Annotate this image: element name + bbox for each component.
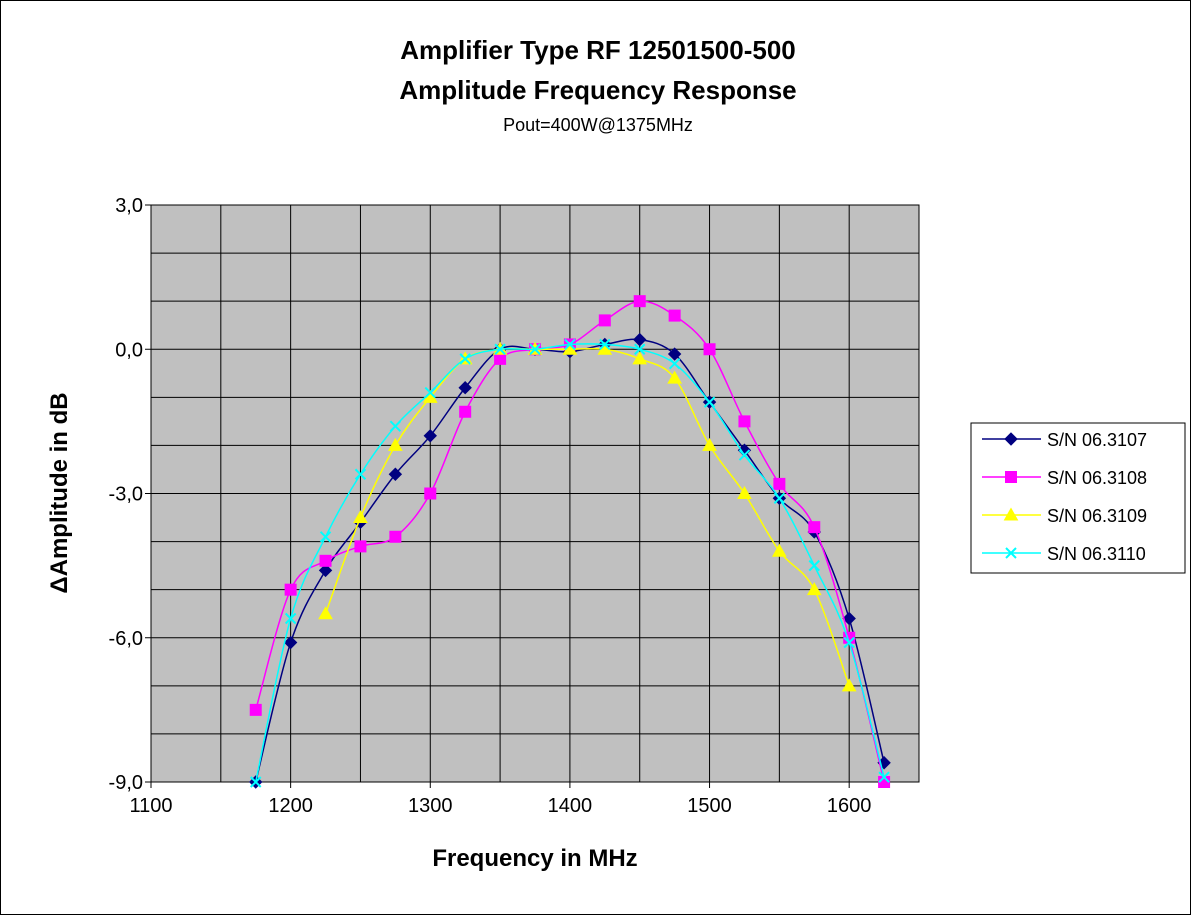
series-group [249,295,891,789]
legend-label: S/N 06.3109 [1047,506,1147,526]
y-tick-label: -6,0 [109,628,143,650]
data-point [841,678,857,692]
y-axis-label: ΔAmplitude in dB [46,392,73,593]
data-point [599,338,611,351]
data-point [737,485,752,499]
data-point [318,563,333,578]
data-point [283,635,298,650]
data-point [633,295,646,308]
data-point [703,343,716,356]
series-line [324,347,850,687]
data-point [529,343,541,355]
data-point [389,420,402,432]
data-point [667,370,682,384]
data-point [808,521,821,534]
x-tick-label: 1500 [687,795,732,817]
chart-title-line2: Amplitude Frequency Response [399,75,796,105]
data-point [459,405,472,418]
legend-marker [1003,507,1019,521]
y-tick-label: -3,0 [109,484,143,506]
data-point [632,351,648,365]
y-tick-label: 0,0 [115,339,143,361]
data-point [424,386,436,399]
data-point [249,703,262,716]
data-point [598,314,611,327]
data-point [319,531,332,543]
data-point [703,396,716,408]
x-tick-label: 1200 [268,795,313,817]
x-axis-label: Frequency in MHz [432,845,637,872]
data-point [250,776,262,788]
x-tick-label: 1600 [827,795,872,817]
data-point [388,437,403,451]
series-4 [250,338,890,788]
x-tick-label: 1400 [548,795,593,817]
data-point [494,343,506,355]
data-point [773,477,786,490]
data-point [667,347,682,361]
chart-subtitle: Pout=400W@1375MHz [503,115,693,135]
data-point [423,429,437,443]
data-point [806,582,822,596]
data-point [668,309,681,322]
data-point [668,357,681,370]
data-point [319,554,332,567]
x-tick-label: 1100 [129,795,172,817]
data-point [424,487,437,500]
data-point [633,332,647,347]
legend-label: S/N 06.3107 [1047,430,1147,450]
data-point [354,468,367,480]
data-point [284,612,297,625]
legend-entry: S/N 06.3108 [982,468,1147,488]
chart-title: Amplifier Type RF 12501500-500 [400,35,795,65]
data-point [389,530,402,543]
data-point [284,583,297,596]
data-point [878,771,890,783]
legend-label: S/N 06.3108 [1047,468,1147,488]
legend-marker [1005,547,1017,559]
data-point [459,353,471,365]
legend-entry: S/N 06.3110 [982,544,1146,564]
legend-label: S/N 06.3110 [1047,544,1146,564]
legend-marker [1004,432,1018,446]
data-point [353,510,368,524]
legend-marker [1005,471,1017,483]
legend-entry: S/N 06.3107 [982,430,1147,450]
y-tick-label: -9,0 [109,772,143,794]
data-point [458,381,472,395]
data-point [564,338,576,351]
data-point [354,540,367,553]
data-point [702,437,717,451]
data-point [808,559,820,572]
data-point [843,636,855,649]
data-point [318,606,333,620]
legend-entry: S/N 06.3109 [982,506,1147,526]
data-point [773,492,786,505]
data-point [842,611,856,626]
y-tick-label: 3,0 [115,195,143,217]
data-point [738,449,751,461]
x-tick-label: 1300 [408,795,453,817]
data-point [738,415,751,428]
data-point [494,352,507,365]
legend-entries: S/N 06.3107 S/N 06.3108 S/N 06.3109 S/N 06.… [982,430,1147,564]
data-point [634,343,646,355]
data-point [772,543,787,557]
data-point [388,467,403,481]
